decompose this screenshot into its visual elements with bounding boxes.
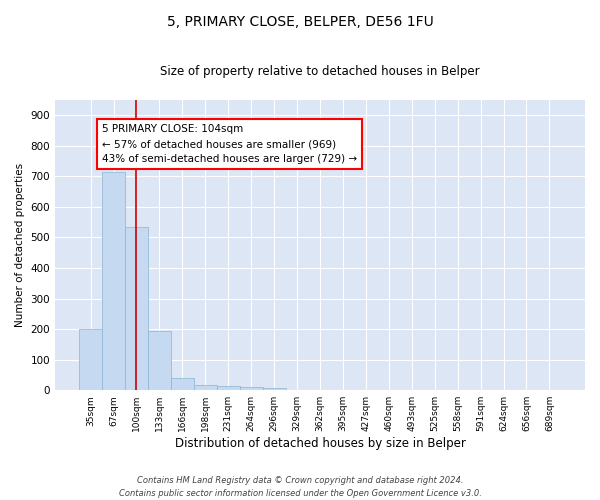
Text: Contains HM Land Registry data © Crown copyright and database right 2024.
Contai: Contains HM Land Registry data © Crown c… xyxy=(119,476,481,498)
Bar xyxy=(125,227,148,390)
Bar xyxy=(217,386,240,390)
Bar xyxy=(194,385,217,390)
Text: 5 PRIMARY CLOSE: 104sqm
← 57% of detached houses are smaller (969)
43% of semi-d: 5 PRIMARY CLOSE: 104sqm ← 57% of detache… xyxy=(102,124,357,164)
Bar xyxy=(240,387,263,390)
Bar xyxy=(148,330,171,390)
Y-axis label: Number of detached properties: Number of detached properties xyxy=(15,163,25,327)
Bar xyxy=(171,378,194,390)
Bar xyxy=(263,388,286,390)
Bar xyxy=(79,329,102,390)
Bar xyxy=(102,172,125,390)
Text: 5, PRIMARY CLOSE, BELPER, DE56 1FU: 5, PRIMARY CLOSE, BELPER, DE56 1FU xyxy=(167,15,433,29)
X-axis label: Distribution of detached houses by size in Belper: Distribution of detached houses by size … xyxy=(175,437,466,450)
Title: Size of property relative to detached houses in Belper: Size of property relative to detached ho… xyxy=(160,65,480,78)
